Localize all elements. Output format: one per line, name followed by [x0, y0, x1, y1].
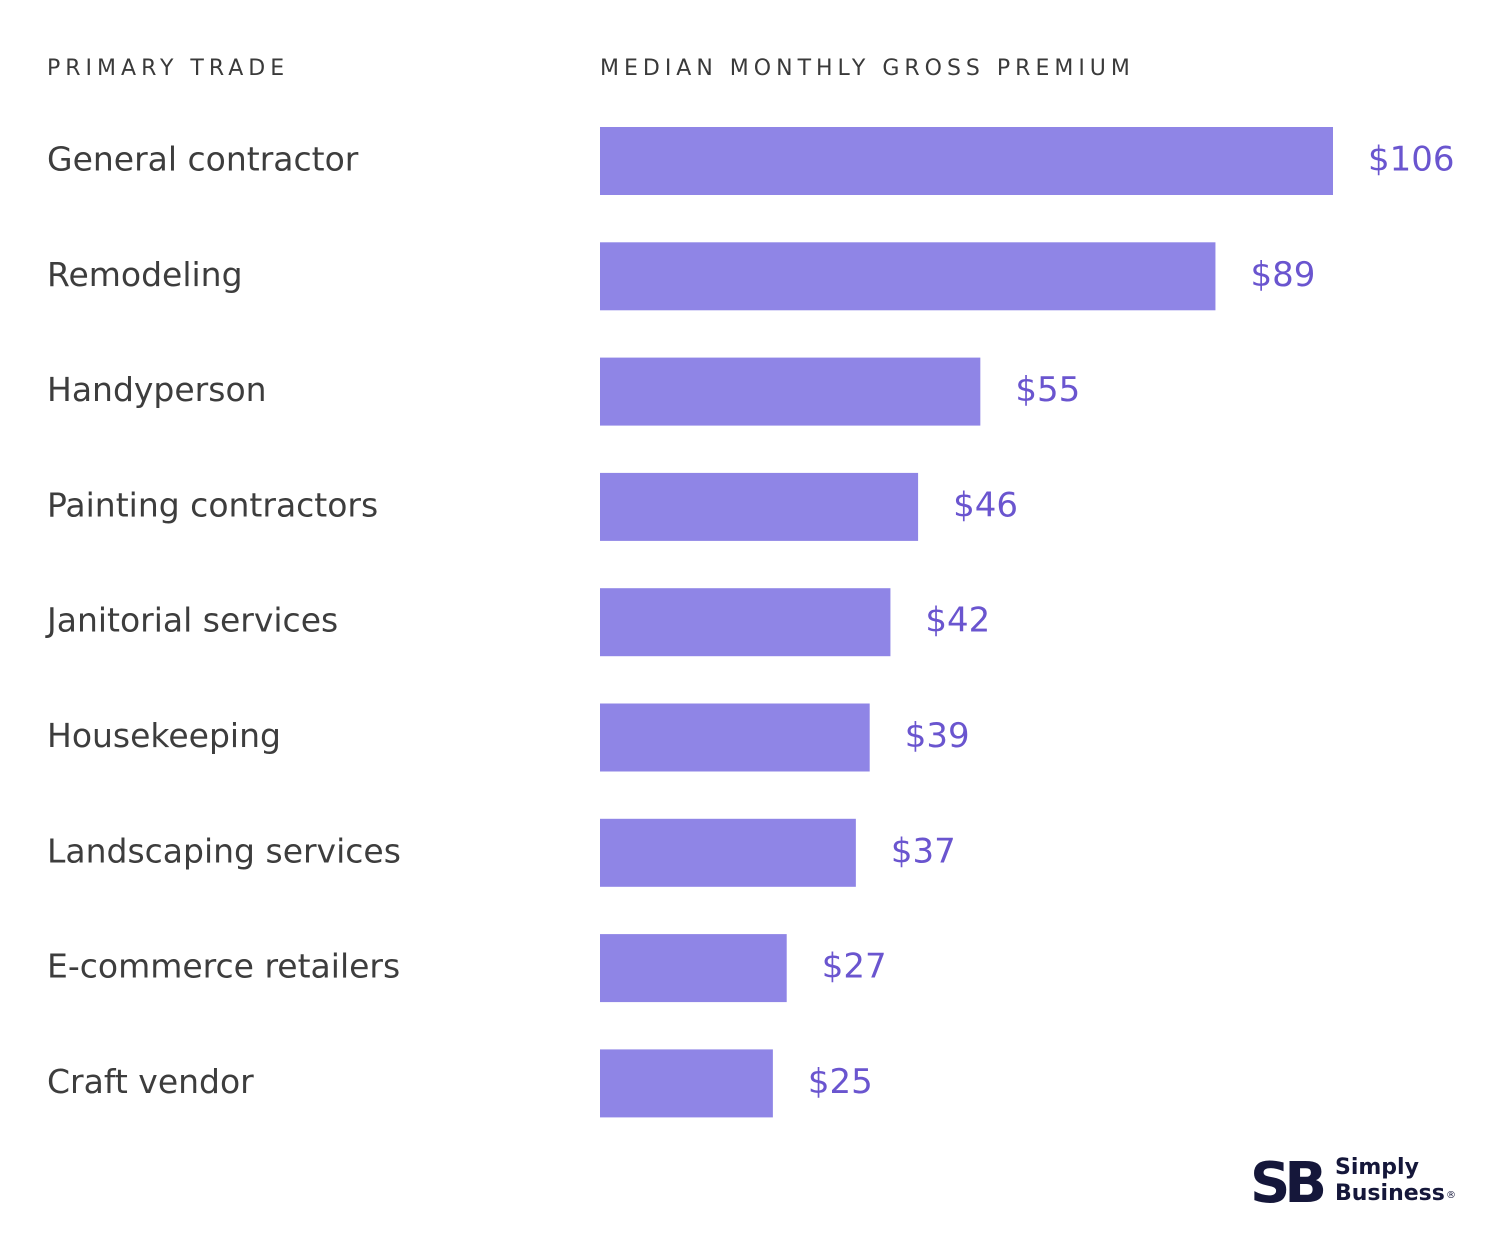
value-label: $55: [1015, 370, 1080, 410]
value-label: $37: [891, 831, 956, 871]
logo-line-1: Simply: [1335, 1155, 1419, 1180]
value-label: $25: [808, 1062, 873, 1102]
logo-line-2: Business: [1335, 1181, 1445, 1206]
bar: [600, 818, 856, 887]
bar: [600, 1049, 773, 1118]
bar-chart: General contractor $106 Remodeling $89 Handy…: [45, 127, 1455, 1118]
category-label: General contractor: [47, 140, 359, 179]
primary-trade-header: PRIMARY TRADE: [47, 56, 290, 81]
median-premium-header: MEDIAN MONTHLY GROSS PREMIUM: [600, 56, 1135, 81]
category-label: E-commerce retailers: [47, 947, 400, 986]
logo-mark: SB: [1250, 1151, 1323, 1210]
value-label: $106: [1368, 140, 1455, 180]
bar: [600, 357, 981, 426]
bar: [600, 242, 1216, 311]
simply-business-logo: SB Simply Business ®: [1250, 1151, 1456, 1210]
category-label: Handyperson: [47, 370, 267, 409]
bar: [600, 127, 1333, 195]
category-label: Janitorial services: [45, 601, 338, 640]
category-label: Craft vendor: [47, 1062, 254, 1101]
category-label: Landscaping services: [47, 831, 401, 870]
bar: [600, 934, 787, 1003]
category-label: Housekeeping: [47, 716, 281, 755]
bar: [600, 588, 891, 657]
category-label: Remodeling: [47, 255, 243, 294]
bar: [600, 472, 919, 541]
value-label: $27: [822, 947, 887, 987]
value-label: $42: [925, 601, 990, 641]
value-label: $46: [953, 485, 1018, 525]
value-label: $89: [1250, 255, 1315, 295]
category-label: Painting contractors: [47, 485, 378, 524]
bar: [600, 703, 870, 772]
value-label: $39: [905, 716, 970, 756]
logo-registered-mark: ®: [1446, 1190, 1456, 1201]
